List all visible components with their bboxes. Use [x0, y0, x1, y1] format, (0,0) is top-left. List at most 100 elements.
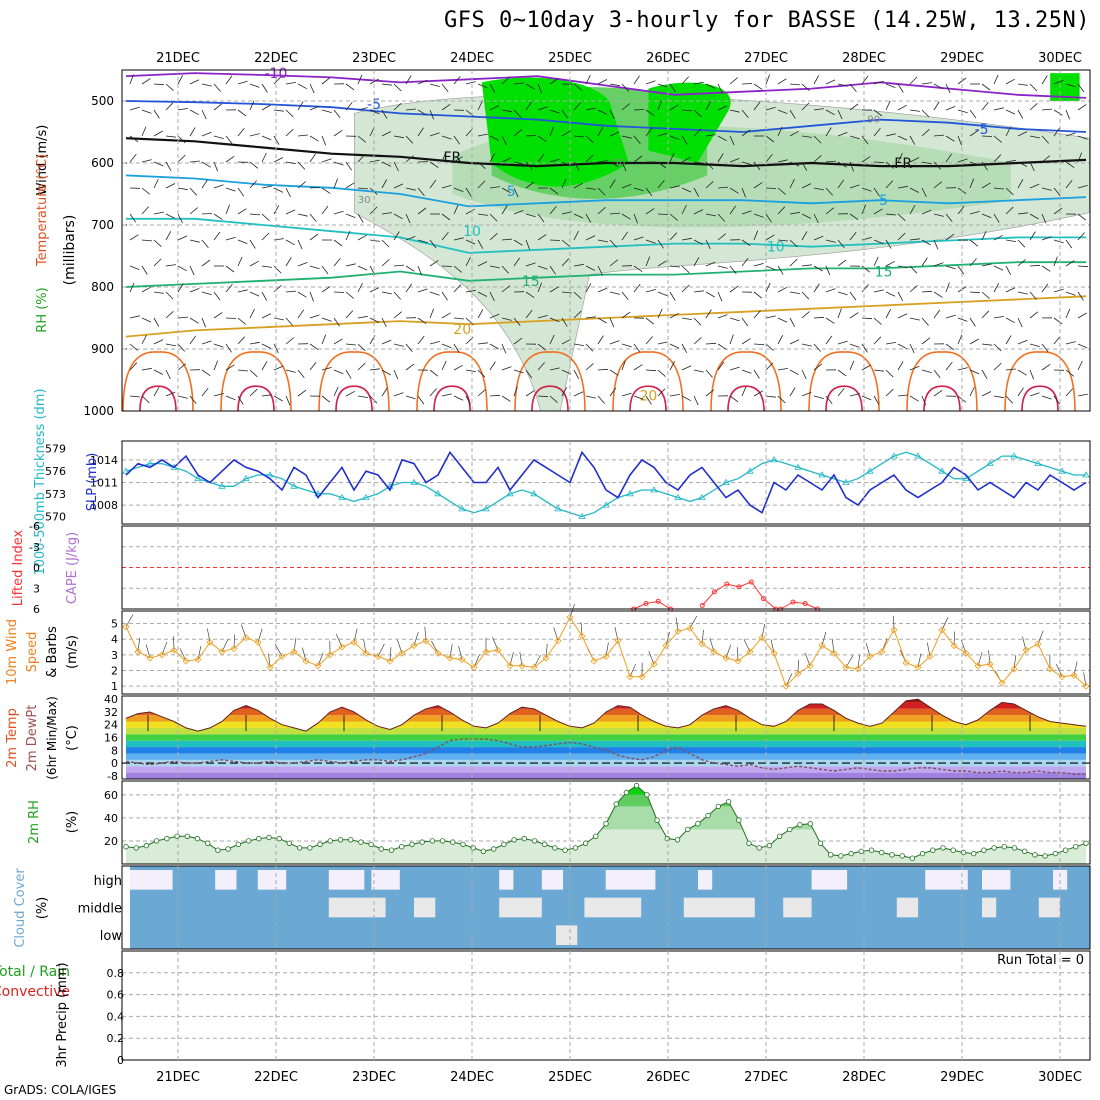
wind-barb [489, 313, 500, 319]
wind-barb [261, 265, 272, 268]
wind-barb [441, 265, 453, 267]
wind-barb [129, 106, 140, 111]
wind-barb [513, 369, 524, 374]
wind-barb [417, 79, 428, 85]
rh-contour-area [481, 77, 629, 187]
wind-barb [129, 362, 138, 371]
wind-barb [165, 161, 172, 171]
wind10m-panel: 1 2 3 4 5 10m Wind Speed & Barbs (m/s) [5, 603, 1091, 695]
rh2m-point [725, 799, 732, 805]
wind-barb [393, 231, 400, 241]
thickness-point [194, 474, 202, 482]
thickness-point [962, 474, 970, 482]
wind10m-label: Speed [25, 632, 40, 673]
wind-barb [513, 386, 518, 397]
wind-barb [261, 232, 270, 241]
wind-barb [405, 155, 414, 163]
millibars-label: (millibars) [62, 215, 78, 286]
wind-barb [381, 387, 388, 397]
rh2m-point [899, 853, 905, 859]
wind-barb [837, 161, 847, 168]
wind-barb [213, 135, 224, 139]
wind-barb [981, 161, 988, 171]
wind-barb [1053, 288, 1064, 293]
wind-barb [141, 159, 152, 163]
cloud-gap [499, 870, 514, 890]
cloud-level-label: high [94, 874, 122, 889]
wind-barb [165, 183, 176, 189]
rh2m-point [1052, 850, 1059, 857]
top-date-axis: 21DEC 22DEC 23DEC 24DEC 25DEC 26DEC 27DEC 28DEC… [156, 51, 1082, 66]
rh2m-point [664, 835, 670, 842]
surface-barb [893, 615, 895, 630]
rh2m-point [807, 821, 813, 827]
wind-barb [921, 209, 932, 215]
wind-barb [489, 291, 495, 302]
wind-barb [213, 161, 219, 172]
wind-barb [969, 211, 980, 215]
wind-barb [969, 161, 980, 166]
wind-barb [393, 83, 402, 92]
wind-barb [621, 291, 629, 301]
wind-barb [717, 314, 728, 319]
rh2m-point [797, 822, 803, 828]
cloud-gap [896, 897, 919, 918]
wind-speed-point [674, 627, 682, 635]
sounding-frame [121, 69, 1091, 412]
wind-barb [705, 134, 716, 137]
wind-barb [1017, 212, 1028, 215]
wind-barb [777, 206, 786, 215]
wind-barb [441, 83, 449, 93]
wind-barb [669, 291, 676, 301]
thickness-point [698, 493, 706, 500]
rh2m-label: 2m RH [27, 800, 42, 844]
thickness-point [722, 478, 730, 485]
wind-tick-label: 5 [111, 618, 118, 631]
wind-barb [477, 180, 486, 189]
wind-speed-point [578, 632, 586, 640]
wind-barb [201, 369, 211, 377]
wind-barb [909, 285, 918, 293]
wind-barb [969, 386, 975, 397]
wind-barb [693, 109, 702, 117]
temp-tick-label: 24 [104, 719, 118, 732]
wind-barb [513, 82, 524, 85]
wind-barb [489, 135, 500, 141]
temp-tick-label: 8 [111, 744, 118, 757]
wind-barb [357, 315, 368, 319]
wind-barb [1065, 179, 1073, 189]
thickness-point [602, 501, 610, 508]
wind-barb [417, 335, 425, 345]
wind-barb [1029, 264, 1041, 267]
wind-barb [585, 213, 592, 223]
wind-barb [405, 75, 412, 85]
wind-barb [609, 179, 616, 189]
wind-barb [561, 317, 568, 327]
wind-barb [597, 109, 608, 115]
wind-barb [573, 213, 584, 219]
wind-barb [717, 291, 723, 302]
wind-barb [525, 291, 535, 299]
wind-speed-point [386, 657, 394, 665]
wind-barb [621, 231, 629, 241]
wind-barb [813, 155, 822, 163]
precip-tick-label: 0.4 [107, 1010, 125, 1023]
wind-barb [669, 232, 678, 241]
wind-barb [273, 187, 284, 193]
wind-barb [1017, 259, 1026, 267]
precip-panel: 0 0.2 0.4 0.6 0.8 Total / Rain Convective3hr P… [0, 950, 1091, 1068]
wind-barb [441, 103, 451, 111]
wind-barb [681, 365, 692, 371]
wind-barb [429, 83, 440, 87]
isotherm-label: 15 [522, 274, 540, 290]
wind-speed-point [1070, 671, 1078, 679]
wind-barb [705, 181, 714, 189]
wind-barb [621, 103, 630, 111]
wind-barb [213, 312, 223, 319]
wind-barb [369, 317, 380, 323]
wind10m-label: & Barbs [45, 626, 60, 678]
wind-barb [1005, 159, 1016, 163]
wind-barb [249, 133, 260, 137]
wind-barb [537, 153, 545, 163]
wind-barb [933, 239, 939, 250]
